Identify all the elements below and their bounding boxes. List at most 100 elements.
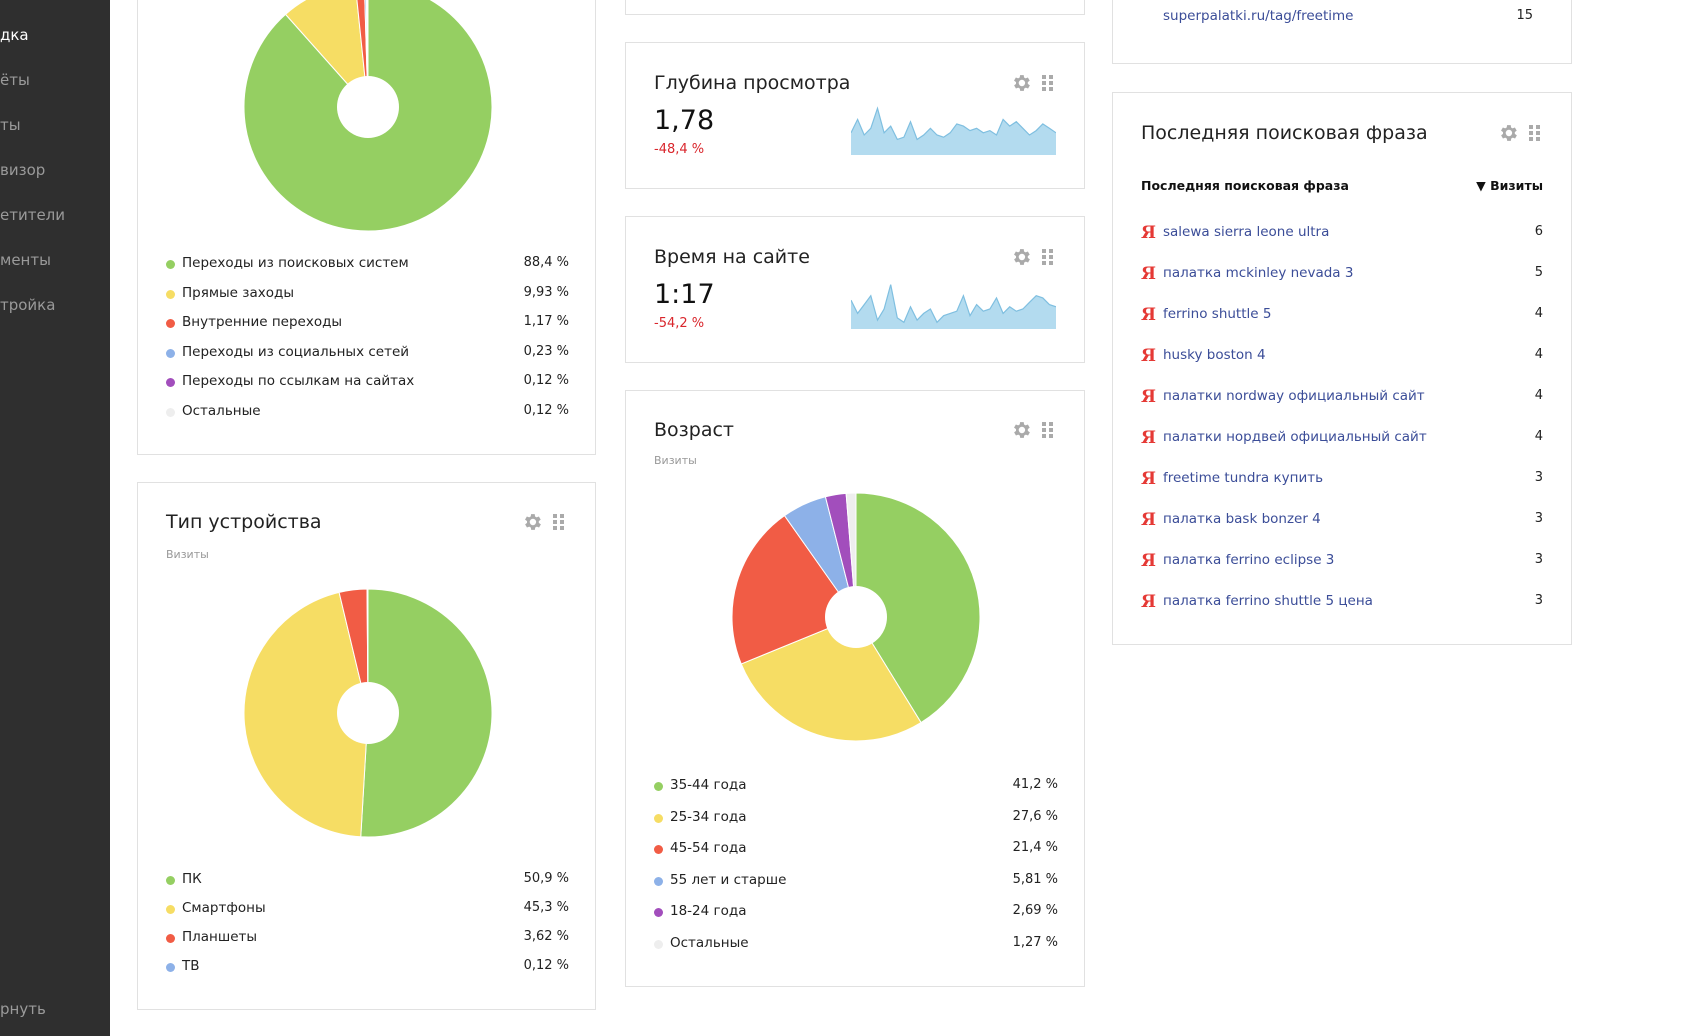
yandex-icon: Я bbox=[1141, 592, 1156, 612]
search-phrase-link[interactable]: палатки nordway официальный сайт bbox=[1163, 388, 1425, 404]
legend-value: 50,9 % bbox=[523, 871, 569, 886]
depth-spark-area bbox=[851, 108, 1056, 155]
legend-value: 21,4 % bbox=[1012, 840, 1058, 855]
yandex-icon: Я bbox=[1141, 223, 1156, 243]
legend-dot-icon bbox=[654, 876, 663, 886]
sidebar-item-reports[interactable]: ёты bbox=[0, 71, 30, 89]
sidebar-collapse-button[interactable]: рнуть bbox=[0, 1000, 46, 1018]
legend-value: 0,12 % bbox=[523, 958, 569, 973]
search-phrase-link[interactable]: палатки нордвей официальный сайт bbox=[1163, 429, 1427, 445]
device-slice-1[interactable] bbox=[243, 591, 369, 838]
search-phrase-link[interactable]: husky boston 4 bbox=[1163, 347, 1266, 363]
legend-item[interactable]: Внутренние переходы 1,17 % bbox=[166, 314, 569, 332]
legend-item[interactable]: Остальные 1,27 % bbox=[654, 935, 1058, 953]
legend-label: 35-44 года bbox=[670, 777, 747, 793]
legend-label: 45-54 года bbox=[670, 840, 747, 856]
search-phrase-link[interactable]: freetime tundra купить bbox=[1163, 470, 1324, 486]
sources-slice-1[interactable] bbox=[284, 0, 369, 109]
device-slice-3[interactable] bbox=[366, 588, 369, 714]
legend-value: 1,17 % bbox=[523, 314, 569, 329]
visit-count: 4 bbox=[1534, 347, 1543, 362]
search-phrase-link[interactable]: палатка ferrino shuttle 5 цена bbox=[1163, 593, 1373, 609]
drag-handle-icon[interactable] bbox=[1037, 246, 1059, 268]
legend-label: Остальные bbox=[670, 934, 749, 951]
gear-icon[interactable] bbox=[1010, 72, 1032, 94]
yandex-icon: Я bbox=[1141, 551, 1156, 571]
drag-handle-icon[interactable] bbox=[548, 511, 570, 533]
column-header-visits[interactable]: ▼ Визиты bbox=[1476, 178, 1543, 193]
search-card-title: Последняя поисковая фраза bbox=[1141, 122, 1428, 144]
age-card-title: Возраст bbox=[654, 419, 734, 441]
gear-icon[interactable] bbox=[1010, 419, 1032, 441]
legend-value: 0,12 % bbox=[523, 373, 569, 388]
search-phrase-link[interactable]: палатка bask bonzer 4 bbox=[1163, 511, 1321, 527]
sidebar-item-webvisor[interactable]: визор bbox=[0, 161, 46, 179]
age-slice-5[interactable] bbox=[845, 492, 857, 618]
sources-donut-hole bbox=[337, 76, 399, 138]
time-card: Время на сайте 1:17 -54,2 % bbox=[625, 216, 1085, 363]
legend-item[interactable]: Прямые заходы 9,93 % bbox=[166, 285, 569, 303]
age-slice-0[interactable] bbox=[855, 492, 981, 724]
gear-icon[interactable] bbox=[1010, 246, 1032, 268]
legend-item[interactable]: Переходы по ссылкам на сайтах 0,12 % bbox=[166, 373, 569, 391]
drag-handle-icon[interactable] bbox=[1037, 419, 1059, 441]
top-link-count: 15 bbox=[1516, 8, 1533, 23]
legend-item[interactable]: Смартфоны 45,3 % bbox=[166, 900, 569, 918]
legend-item[interactable]: Переходы из социальных сетей 0,23 % bbox=[166, 344, 569, 362]
sidebar-item-visitors[interactable]: етители bbox=[0, 206, 66, 224]
sidebar-item-summary[interactable]: дка bbox=[0, 26, 29, 44]
drag-handle-icon[interactable] bbox=[1037, 72, 1059, 94]
search-phrase-link[interactable]: палатка mckinley nevada 3 bbox=[1163, 265, 1354, 281]
yandex-icon: Я bbox=[1141, 469, 1156, 489]
legend-item[interactable]: 35-44 года 41,2 % bbox=[654, 777, 1058, 795]
gear-icon[interactable] bbox=[521, 511, 543, 533]
search-phrase-link[interactable]: палатка ferrino eclipse 3 bbox=[1163, 552, 1335, 568]
legend-dot-icon bbox=[166, 348, 175, 358]
sidebar-item-goals[interactable]: ты bbox=[0, 116, 21, 134]
visit-count: 3 bbox=[1534, 552, 1543, 567]
legend-dot-icon bbox=[166, 260, 175, 269]
legend-label: Переходы из поисковых систем bbox=[182, 255, 409, 271]
gear-icon[interactable] bbox=[1497, 122, 1519, 144]
device-donut-hole bbox=[337, 682, 399, 744]
sidebar: дка ёты ты визор етители менты тройка рн… bbox=[0, 0, 110, 1036]
legend-item[interactable]: 25-34 года 27,6 % bbox=[654, 809, 1058, 827]
top-link-url[interactable]: superpalatki.ru/tag/freetime bbox=[1163, 8, 1354, 24]
legend-item[interactable]: 55 лет и старше 5,81 % bbox=[654, 872, 1058, 890]
legend-item[interactable]: Планшеты 3,62 % bbox=[166, 929, 569, 947]
legend-item[interactable]: 18-24 года 2,69 % bbox=[654, 903, 1058, 921]
legend-dot-icon bbox=[654, 908, 663, 917]
sidebar-item-segments[interactable]: менты bbox=[0, 251, 51, 269]
device-slice-0[interactable] bbox=[360, 588, 493, 838]
visit-count: 5 bbox=[1534, 265, 1543, 280]
legend-label: Переходы из социальных сетей bbox=[182, 343, 410, 360]
yandex-icon: Я bbox=[1141, 387, 1156, 407]
device-card: Тип устройства Визиты ПК 50,9 % Смартфоны 4… bbox=[137, 482, 596, 1010]
legend-item[interactable]: ПК 50,9 % bbox=[166, 871, 569, 889]
legend-item[interactable]: Переходы из поисковых систем 88,4 % bbox=[166, 255, 569, 273]
legend-item[interactable]: ТВ 0,12 % bbox=[166, 958, 569, 976]
drag-handle-icon[interactable] bbox=[1524, 122, 1546, 144]
search-phrase-link[interactable]: salewa sierra leone ultra bbox=[1163, 224, 1330, 240]
visit-count: 3 bbox=[1534, 470, 1543, 485]
depth-value: 1,78 bbox=[654, 105, 715, 136]
column-header-phrase[interactable]: Последняя поисковая фраза bbox=[1141, 178, 1349, 193]
time-spark-area bbox=[851, 284, 1056, 329]
age-slice-1[interactable] bbox=[740, 616, 922, 742]
legend-item[interactable]: Остальные 0,12 % bbox=[166, 403, 569, 421]
age-slice-2[interactable] bbox=[731, 514, 857, 665]
legend-item[interactable]: 45-54 года 21,4 % bbox=[654, 840, 1058, 858]
legend-dot-icon bbox=[166, 289, 175, 299]
search-phrase-link[interactable]: ferrino shuttle 5 bbox=[1163, 306, 1272, 322]
sidebar-item-settings[interactable]: тройка bbox=[0, 296, 56, 314]
